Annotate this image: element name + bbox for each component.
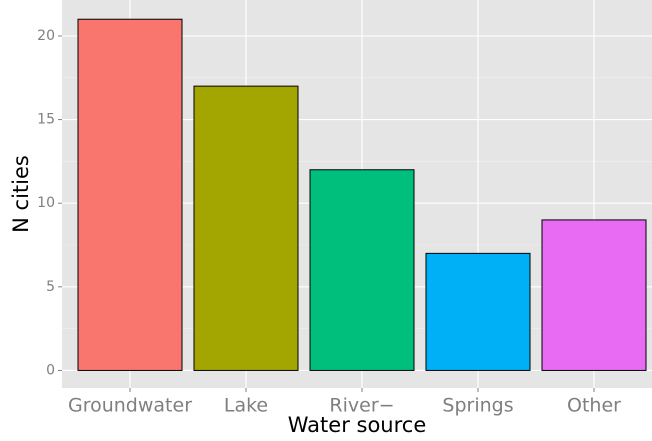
y-tick-label: 10 (37, 195, 55, 211)
y-tick-label: 20 (37, 28, 55, 44)
x-tick-label: River− (329, 395, 394, 417)
bar (425, 252, 531, 371)
x-tick-label: Springs (442, 395, 513, 417)
bar (77, 18, 183, 371)
y-tick-label: 0 (46, 362, 55, 378)
y-tick-label: 5 (46, 279, 55, 295)
bar (193, 85, 299, 371)
bar (541, 219, 647, 371)
x-tick-label: Other (567, 395, 621, 417)
y-tick-label: 15 (37, 112, 55, 128)
x-tick-label: Groundwater (68, 395, 192, 417)
y-axis-title: N cities (9, 155, 33, 233)
x-axis-title: Water source (288, 413, 427, 437)
bar (309, 169, 415, 371)
x-tick-label: Lake (224, 395, 268, 417)
